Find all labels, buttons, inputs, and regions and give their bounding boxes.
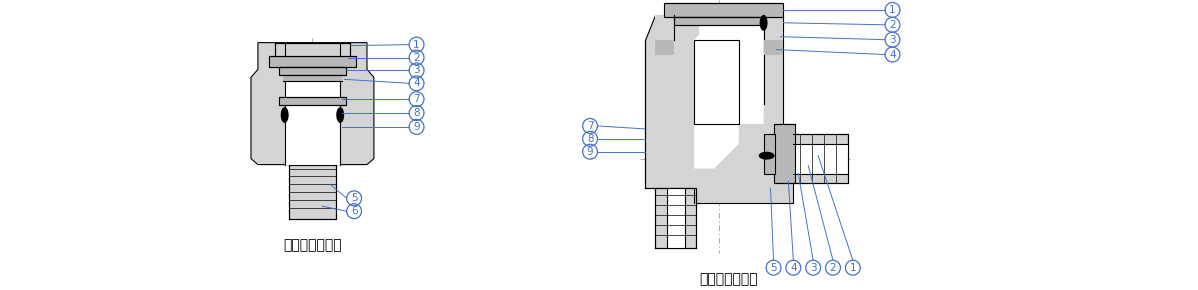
Text: 3: 3 bbox=[810, 263, 817, 273]
Text: 3: 3 bbox=[413, 66, 419, 75]
Bar bbox=[763, 134, 775, 173]
Polygon shape bbox=[654, 15, 783, 124]
Text: 8: 8 bbox=[413, 108, 419, 118]
Bar bbox=[283, 75, 343, 81]
Bar bbox=[654, 188, 696, 248]
Bar bbox=[274, 43, 350, 61]
Text: 1: 1 bbox=[413, 40, 419, 50]
Bar bbox=[268, 55, 356, 68]
Text: 9: 9 bbox=[413, 122, 419, 132]
Bar bbox=[774, 124, 795, 184]
Bar bbox=[285, 43, 340, 165]
Text: ハーフユニオン: ハーフユニオン bbox=[283, 238, 341, 252]
Bar bbox=[763, 40, 783, 55]
Text: 4: 4 bbox=[413, 78, 419, 88]
Bar bbox=[793, 134, 848, 184]
Polygon shape bbox=[645, 15, 793, 203]
Bar bbox=[793, 144, 848, 173]
Text: 8: 8 bbox=[587, 134, 593, 144]
Bar bbox=[674, 17, 763, 25]
Text: 7: 7 bbox=[587, 121, 593, 131]
Bar bbox=[279, 97, 346, 105]
Text: 6: 6 bbox=[351, 206, 357, 216]
Text: 4: 4 bbox=[789, 263, 797, 273]
Bar bbox=[289, 165, 337, 219]
Text: 1: 1 bbox=[889, 5, 896, 15]
Text: 4: 4 bbox=[889, 50, 896, 59]
Text: 5: 5 bbox=[351, 193, 357, 203]
Text: 2: 2 bbox=[413, 52, 419, 63]
Text: 2: 2 bbox=[889, 20, 896, 30]
Text: 9: 9 bbox=[587, 147, 593, 157]
Bar bbox=[667, 188, 685, 248]
Ellipse shape bbox=[337, 107, 344, 123]
Text: 5: 5 bbox=[770, 263, 776, 273]
Text: 3: 3 bbox=[889, 35, 896, 45]
Polygon shape bbox=[250, 43, 374, 165]
Text: 1: 1 bbox=[849, 263, 857, 273]
Ellipse shape bbox=[280, 107, 289, 123]
Text: エルボユニオン: エルボユニオン bbox=[700, 273, 758, 287]
Bar bbox=[665, 3, 783, 17]
Text: 7: 7 bbox=[413, 94, 419, 104]
Ellipse shape bbox=[758, 152, 774, 160]
Ellipse shape bbox=[760, 15, 768, 31]
Polygon shape bbox=[674, 15, 763, 168]
Polygon shape bbox=[654, 40, 763, 124]
Bar bbox=[654, 40, 674, 55]
Polygon shape bbox=[694, 40, 739, 124]
Bar bbox=[279, 68, 346, 75]
Text: 2: 2 bbox=[830, 263, 836, 273]
